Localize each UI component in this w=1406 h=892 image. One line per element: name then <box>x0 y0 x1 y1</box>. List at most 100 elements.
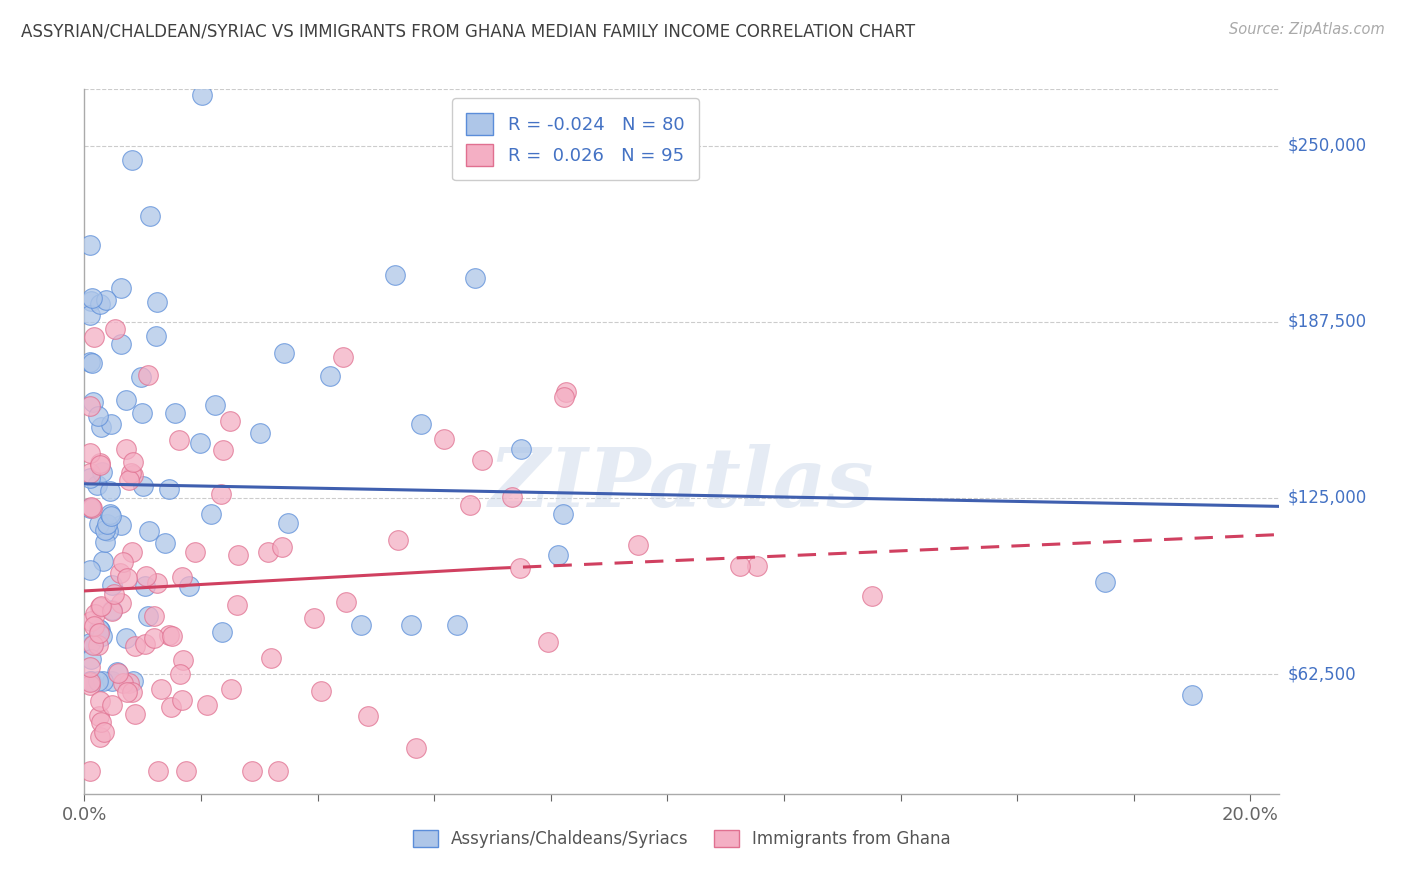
Point <box>174 764 197 779</box>
Point <box>79 471 101 485</box>
Point <box>170 569 193 583</box>
Point <box>860 589 883 603</box>
Point <box>121 674 143 689</box>
Point <box>79 399 101 413</box>
Point <box>167 433 190 447</box>
Point <box>79 660 101 674</box>
Point <box>211 624 233 639</box>
Point <box>112 675 135 690</box>
Point <box>169 666 191 681</box>
Point <box>89 297 111 311</box>
Point <box>97 524 120 539</box>
Point <box>79 500 101 515</box>
Point <box>87 674 110 689</box>
Point <box>433 432 456 446</box>
Point <box>273 346 295 360</box>
Point <box>745 559 768 574</box>
Point <box>96 516 118 531</box>
Point <box>110 281 132 295</box>
Point <box>212 442 235 457</box>
Point <box>118 473 141 487</box>
Point <box>83 330 105 344</box>
Point <box>387 533 409 547</box>
Point <box>118 676 141 690</box>
Point <box>86 639 108 653</box>
Point <box>135 568 157 582</box>
Point <box>228 548 250 562</box>
Point <box>90 465 112 479</box>
Point <box>87 622 110 636</box>
Point <box>98 507 121 521</box>
Point <box>200 507 222 521</box>
Point <box>157 628 180 642</box>
Point <box>79 355 101 369</box>
Point <box>160 700 183 714</box>
Point <box>80 651 103 665</box>
Point <box>90 419 112 434</box>
Point <box>260 651 283 665</box>
Point <box>89 730 111 744</box>
Point <box>115 685 138 699</box>
Point <box>131 406 153 420</box>
Point <box>82 395 104 409</box>
Text: $62,500: $62,500 <box>1288 665 1357 683</box>
Point <box>160 629 183 643</box>
Point <box>108 566 131 580</box>
Point <box>146 764 169 779</box>
Point <box>165 406 187 420</box>
Point <box>319 368 342 383</box>
Point <box>405 741 427 756</box>
Text: ZIPatlas: ZIPatlas <box>489 444 875 524</box>
Point <box>142 609 165 624</box>
Point <box>100 509 122 524</box>
Point <box>145 295 167 310</box>
Point <box>197 698 219 713</box>
Point <box>446 617 468 632</box>
Point <box>309 684 332 698</box>
Point <box>335 595 357 609</box>
Point <box>1094 575 1116 590</box>
Point <box>332 350 354 364</box>
Point <box>172 653 194 667</box>
Point <box>510 442 533 456</box>
Point <box>89 623 111 637</box>
Point <box>627 538 650 552</box>
Point <box>153 535 176 549</box>
Point <box>179 579 201 593</box>
Point <box>209 487 232 501</box>
Point <box>114 392 136 407</box>
Point <box>249 425 271 440</box>
Point <box>117 570 139 584</box>
Point <box>101 698 124 712</box>
Point <box>110 518 132 533</box>
Point <box>112 555 135 569</box>
Point <box>357 709 380 723</box>
Point <box>730 559 752 574</box>
Point <box>94 534 117 549</box>
Point <box>551 507 574 521</box>
Point <box>82 637 104 651</box>
Point <box>91 674 114 689</box>
Point <box>114 442 136 457</box>
Point <box>83 619 105 633</box>
Point <box>105 665 128 679</box>
Point <box>79 674 101 689</box>
Point <box>80 614 103 628</box>
Point <box>90 629 112 643</box>
Point <box>138 608 160 623</box>
Point <box>103 586 125 600</box>
Legend: Assyrians/Chaldeans/Syriacs, Immigrants from Ghana: Assyrians/Chaldeans/Syriacs, Immigrants … <box>405 822 959 856</box>
Point <box>145 328 167 343</box>
Point <box>219 682 242 697</box>
Text: Source: ZipAtlas.com: Source: ZipAtlas.com <box>1229 22 1385 37</box>
Point <box>82 638 104 652</box>
Point <box>121 468 143 483</box>
Point <box>79 308 101 322</box>
Point <box>143 632 166 646</box>
Point <box>190 87 212 102</box>
Point <box>84 607 107 622</box>
Point <box>93 724 115 739</box>
Point <box>79 466 101 480</box>
Point <box>87 409 110 423</box>
Point <box>134 579 156 593</box>
